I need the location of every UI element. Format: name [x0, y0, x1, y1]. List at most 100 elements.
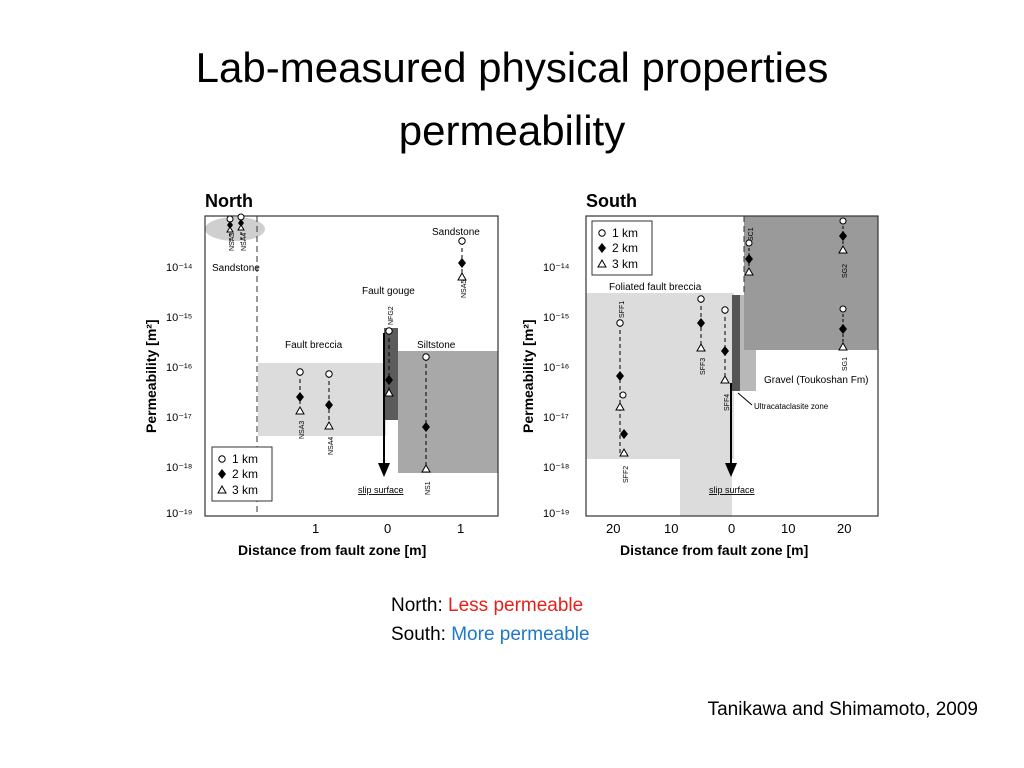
legend-2km-marker — [218, 469, 226, 479]
north-ytick-5: 10⁻¹⁸ — [166, 462, 192, 474]
south-legend-1km: 1 km — [612, 226, 638, 240]
north-plot-frame — [204, 215, 499, 517]
south-sample-sc1: SC1 — [744, 227, 755, 276]
north-point-3km — [457, 271, 467, 281]
south-zone-breccia-step — [680, 391, 732, 516]
south-point-1km-b — [619, 391, 627, 399]
north-point-2km — [385, 375, 393, 385]
south-sample-name-sff2: SFF2 — [623, 466, 630, 483]
south-xtick-4: 10 — [781, 521, 795, 536]
north-panel: North 10⁻¹⁴ 10⁻¹⁵ 10⁻¹⁶ 10⁻¹⁷ 10⁻¹⁸ 10⁻¹… — [143, 191, 499, 558]
south-panel-title: South — [586, 191, 637, 211]
south-xtick-1: 20 — [606, 521, 620, 536]
legend-1km-marker — [218, 455, 226, 463]
south-point-2km — [839, 324, 847, 334]
north-summary-value: Less permeable — [448, 595, 584, 616]
north-label-siltstone: Siltstone — [417, 340, 456, 351]
legend-3km-marker — [217, 484, 227, 494]
south-point-2km — [839, 231, 847, 241]
south-xtick-2: 10 — [664, 521, 678, 536]
south-label-foliated-breccia: Foliated fault breccia — [609, 282, 702, 293]
south-sample-name: SFF4 — [724, 394, 731, 411]
south-point-3km — [838, 341, 848, 351]
north-sample-nsa5: NSA5 — [457, 237, 468, 298]
north-y-ticks: 10⁻¹⁴ 10⁻¹⁵ 10⁻¹⁶ 10⁻¹⁷ 10⁻¹⁸ 10⁻¹⁹ — [166, 262, 193, 520]
north-legend-2km: 2 km — [232, 467, 258, 481]
north-point-1km — [422, 353, 430, 361]
north-ytick-3: 10⁻¹⁶ — [166, 362, 192, 374]
south-sample-sff4: SFF4 — [720, 306, 731, 411]
south-ytick-5: 10⁻¹⁸ — [543, 462, 569, 474]
north-sample-name: NFG2 — [388, 306, 395, 325]
north-xtick-2: 0 — [384, 521, 391, 536]
south-zone-gravel — [744, 216, 878, 350]
south-point-1km — [839, 305, 847, 313]
north-sample-name: NSA5 — [461, 280, 468, 298]
north-xtick-3: 1 — [457, 521, 464, 536]
south-point-1km — [745, 239, 753, 247]
south-ytick-2: 10⁻¹⁵ — [543, 312, 569, 324]
north-label-sandstone-left: Sandstone — [212, 263, 260, 274]
south-zone-ultracataclasite — [732, 295, 740, 391]
south-point-2km — [745, 254, 753, 264]
north-zone-fault-breccia — [258, 363, 386, 436]
north-zone-siltstone — [398, 351, 498, 473]
north-point-3km — [226, 226, 234, 233]
south-point-1km — [697, 295, 705, 303]
south-sample-name-sff1: SFF1 — [619, 301, 626, 318]
south-slip-surface-label: slip surface — [709, 485, 755, 495]
north-sample-nsa4: NSA4 — [324, 370, 335, 455]
south-panel: South 10⁻¹⁴ 10⁻¹⁵ 10⁻¹⁶ 10⁻¹⁷ 10⁻¹⁸ 10⁻¹… — [520, 191, 879, 558]
north-ytick-2: 10⁻¹⁵ — [166, 312, 192, 324]
north-point-2km — [325, 400, 333, 410]
north-point-1km — [325, 370, 333, 378]
south-point-3km — [744, 266, 754, 276]
south-plot-frame — [585, 215, 879, 517]
permeability-charts: North 10⁻¹⁴ 10⁻¹⁵ 10⁻¹⁶ 10⁻¹⁷ 10⁻¹⁸ 10⁻¹… — [143, 191, 879, 558]
north-point-3km — [421, 463, 431, 473]
south-ytick-3: 10⁻¹⁶ — [543, 362, 569, 374]
north-point-3km — [384, 387, 394, 397]
south-y-axis-label: Permeability [m²] — [520, 319, 536, 433]
north-sample-nsa3: NSA3 — [295, 368, 306, 439]
north-sample-nfg2: NFG2 — [384, 306, 395, 397]
north-legend: 1 km 2 km 3 km — [211, 446, 273, 502]
north-summary: North: Less permeable — [391, 593, 583, 619]
south-point-1km — [721, 306, 729, 314]
south-summary: South: More permeable — [391, 622, 590, 648]
north-legend-1km: 1 km — [232, 452, 258, 466]
legend-3km-marker — [597, 258, 607, 268]
south-sample-name: SG1 — [842, 357, 849, 371]
south-x-axis-label: Distance from fault zone [m] — [620, 542, 808, 558]
north-label-fault-gouge: Fault gouge — [362, 286, 415, 297]
north-ytick-4: 10⁻¹⁷ — [166, 412, 192, 424]
north-xtick-1: 1 — [312, 521, 319, 536]
south-slip-arrowhead — [725, 463, 737, 477]
north-ytick-1: 10⁻¹⁴ — [166, 262, 193, 274]
slide-title-line2: permeability — [398, 107, 626, 154]
north-sample-name: NSA4 — [241, 233, 248, 251]
north-sample-nsa4-top: NSA4 — [237, 213, 248, 251]
north-point-3km — [237, 224, 245, 231]
south-point-3km — [696, 342, 706, 352]
south-point-3km — [720, 374, 730, 384]
south-xtick-3: 0 — [728, 521, 735, 536]
south-summary-label: South: — [391, 624, 452, 645]
citation: Tanikawa and Shimamoto, 2009 — [707, 699, 978, 720]
north-slip-arrowhead — [378, 463, 390, 477]
south-point-3km — [838, 244, 848, 254]
south-point-2km — [721, 346, 729, 356]
north-point-2km — [422, 422, 430, 432]
north-point-2km — [227, 221, 233, 229]
south-label-gravel: Gravel (Toukoshan Fm) — [764, 375, 868, 386]
south-summary-value: More permeable — [451, 624, 590, 645]
south-point-3km — [615, 401, 625, 411]
south-sample-sff3: SFF3 — [696, 295, 707, 375]
north-point-2km — [458, 258, 466, 268]
south-legend-2km: 2 km — [612, 241, 638, 255]
north-ytick-6: 10⁻¹⁹ — [166, 508, 192, 520]
north-x-axis-label: Distance from fault zone [m] — [238, 542, 426, 558]
south-sample-name: SFF3 — [700, 358, 707, 375]
south-sample-name: SG2 — [842, 264, 849, 278]
north-sample-name: NSA3 — [299, 421, 306, 439]
